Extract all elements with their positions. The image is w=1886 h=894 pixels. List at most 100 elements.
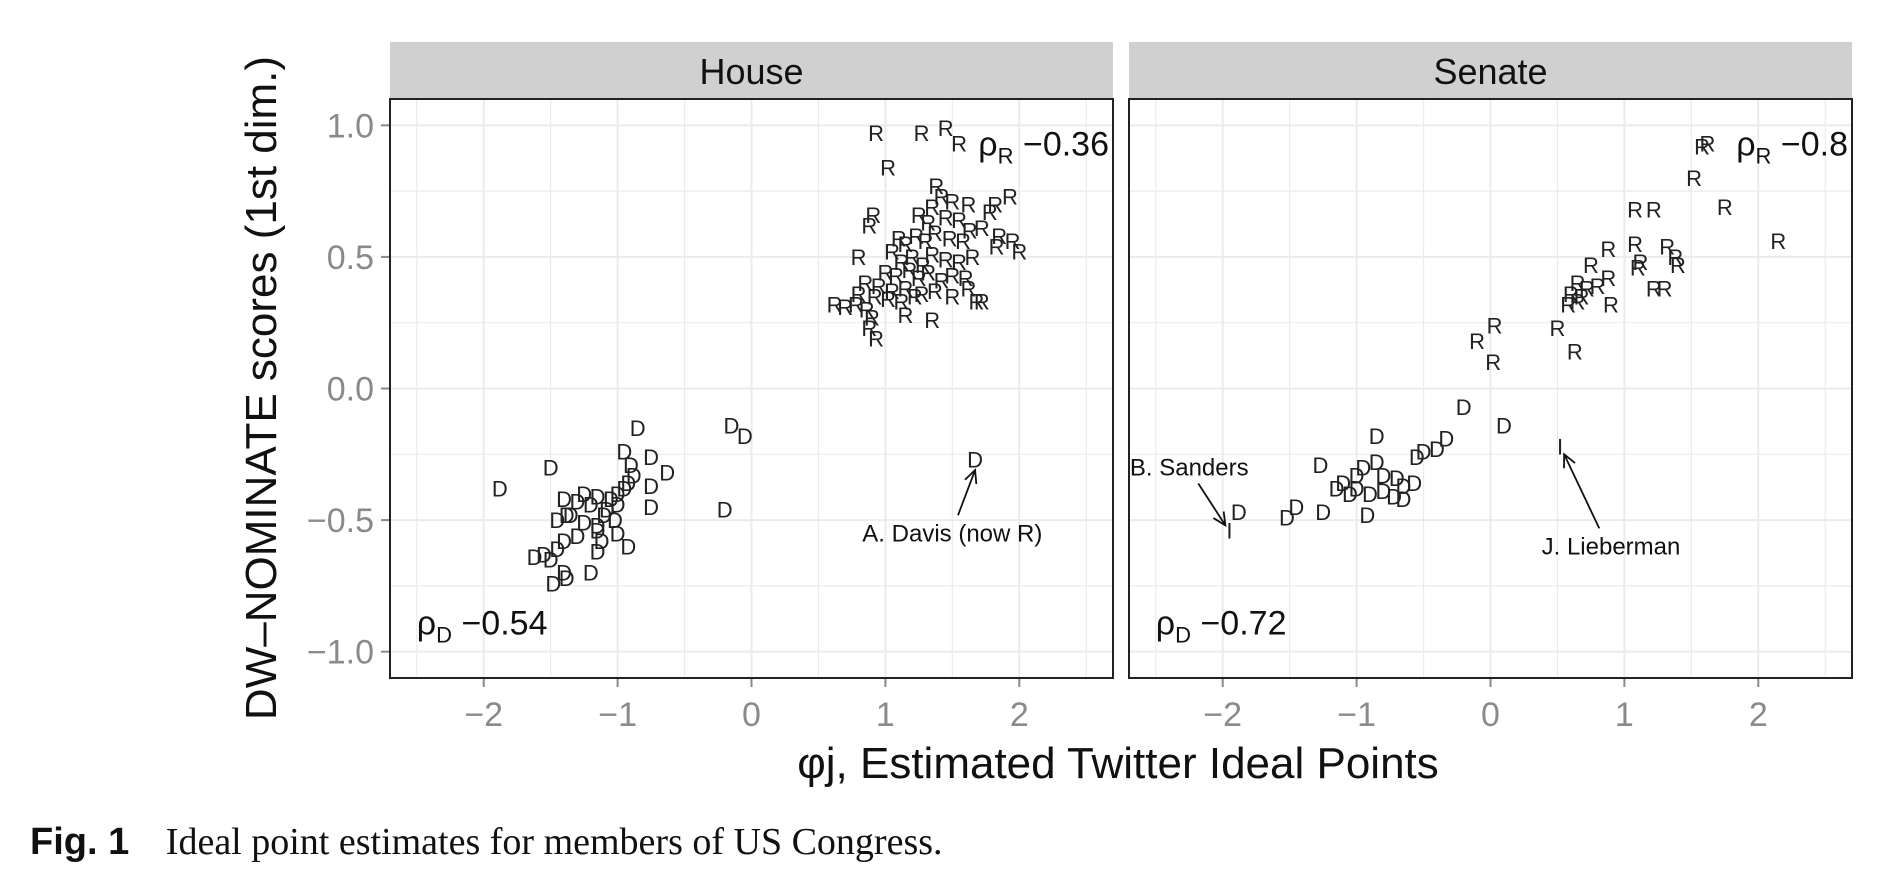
data-point-R: R — [907, 284, 923, 309]
data-point-D: D — [610, 482, 626, 507]
data-point-I: I — [1557, 434, 1563, 459]
data-point-R: R — [898, 232, 914, 257]
figure-caption: Fig. 1 Ideal point estimates for members… — [30, 820, 943, 864]
data-point-R: R — [1011, 240, 1027, 265]
panel-strip — [390, 42, 1113, 99]
data-point-D: D — [1389, 466, 1405, 491]
data-point-D: D — [549, 537, 565, 562]
data-point-R: R — [857, 271, 873, 296]
data-point-D: D — [607, 508, 623, 533]
data-point-D: D — [594, 529, 610, 554]
data-point-D: D — [1375, 479, 1391, 504]
data-point-D: D — [1396, 487, 1412, 512]
data-point-R: R — [951, 250, 967, 275]
series-I: II — [1226, 434, 1563, 543]
data-point-D: D — [556, 529, 572, 554]
x-tick-label: −2 — [464, 696, 503, 734]
data-point-D: D — [556, 561, 572, 586]
data-point-R: R — [1485, 350, 1501, 375]
x-tick-label: −2 — [1203, 696, 1242, 734]
data-point-R: R — [1549, 316, 1565, 341]
data-point-R: R — [924, 242, 940, 267]
data-point-R: R — [898, 303, 914, 328]
data-point-R: R — [1570, 271, 1586, 296]
y-tick-label: 0.5 — [327, 239, 374, 277]
data-point-R: R — [962, 219, 978, 244]
data-point-D: D — [1496, 413, 1512, 438]
data-point-R: R — [1770, 229, 1786, 254]
caption-text: Ideal point estimates for members of US … — [165, 821, 943, 863]
data-point-R: R — [861, 316, 877, 341]
x-tick-label: 2 — [1010, 696, 1029, 734]
data-point-D: D — [1416, 440, 1432, 465]
data-point-D: D — [1335, 471, 1351, 496]
data-point-D: D — [737, 424, 753, 449]
data-point-D: D — [967, 448, 983, 473]
data-point-R: R — [861, 213, 877, 238]
callout-arrowhead — [1212, 511, 1227, 528]
data-point-R: R — [944, 263, 960, 288]
data-point-D: D — [659, 461, 675, 486]
data-point-R: R — [951, 208, 967, 233]
data-point-R: R — [938, 116, 954, 141]
data-point-R: R — [884, 240, 900, 265]
data-point-D: D — [1313, 453, 1329, 478]
data-point-D: D — [603, 487, 619, 512]
data-point-R: R — [1469, 329, 1485, 354]
panel-strip — [1129, 42, 1852, 99]
data-point-R: R — [1717, 195, 1733, 220]
data-point-D: D — [1279, 505, 1295, 530]
data-point-D: D — [590, 519, 606, 544]
data-point-D: D — [1409, 445, 1425, 470]
data-point-D: D — [556, 487, 572, 512]
x-tick-label: 2 — [1749, 696, 1768, 734]
data-point-D: D — [626, 463, 642, 488]
data-point-R: R — [1630, 255, 1646, 280]
x-tick-label: 0 — [1481, 696, 1500, 734]
data-point-R: R — [902, 258, 918, 283]
data-point-R: R — [1670, 253, 1686, 278]
data-point-R: R — [880, 155, 896, 180]
data-point-D: D — [569, 524, 585, 549]
data-point-R: R — [927, 279, 943, 304]
callout-arrow — [1197, 482, 1227, 526]
data-point-D: D — [545, 571, 561, 596]
y-tick-label: −0.5 — [307, 502, 374, 540]
data-point-R: R — [944, 284, 960, 309]
data-point-R: R — [1560, 292, 1576, 317]
data-point-R: R — [1627, 232, 1643, 257]
figure: DW–NOMINATE scores (1st dim.) φj, Estima… — [237, 42, 1853, 788]
data-point-R: R — [1646, 276, 1662, 301]
data-point-R: R — [877, 261, 893, 286]
data-point-R: R — [1600, 266, 1616, 291]
data-point-R: R — [928, 174, 944, 199]
data-point-R: R — [914, 121, 930, 146]
data-point-D: D — [723, 413, 739, 438]
data-point-R: R — [987, 192, 1003, 217]
rho-r-annotation: ρR −0.36 — [978, 126, 1109, 169]
data-point-R: R — [891, 226, 907, 251]
data-point-D: D — [1231, 500, 1247, 525]
data-point-D: D — [549, 508, 565, 533]
data-point-R: R — [924, 308, 940, 333]
data-point-D: D — [630, 416, 646, 441]
data-point-D: D — [643, 474, 659, 499]
data-point-D: D — [590, 513, 606, 538]
data-point-R: R — [1603, 292, 1619, 317]
data-point-D: D — [1349, 477, 1365, 502]
data-point-R: R — [951, 132, 967, 157]
data-point-D: D — [583, 492, 599, 517]
data-point-R: R — [898, 276, 914, 301]
callout-arrow — [957, 469, 976, 516]
data-point-D: D — [559, 566, 575, 591]
callout-arrow — [1563, 453, 1601, 529]
data-point-R: R — [920, 211, 936, 236]
data-point-I: I — [1226, 519, 1232, 544]
data-point-D: D — [1315, 500, 1331, 525]
data-point-R: R — [920, 261, 936, 286]
data-point-R: R — [942, 226, 958, 251]
data-point-R: R — [991, 224, 1007, 249]
data-point-R: R — [955, 229, 971, 254]
